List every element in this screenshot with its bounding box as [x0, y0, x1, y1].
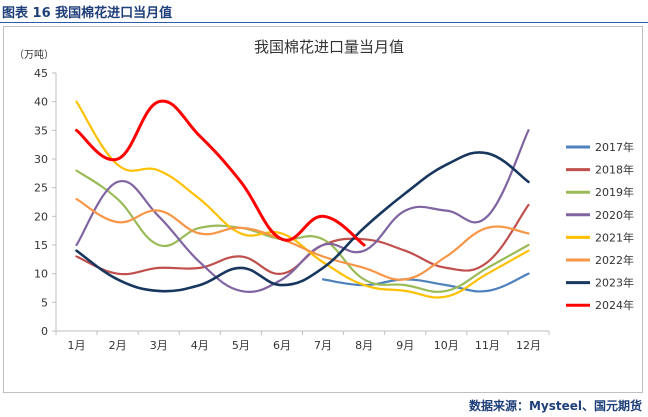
caption-divider	[0, 22, 648, 23]
figure-caption: 图表 16 我国棉花进口当月值	[2, 6, 173, 21]
y-axis-unit-label: （万吨）	[14, 48, 54, 61]
y-tick-label: 5	[41, 296, 48, 309]
series-line-2019	[75, 169, 530, 293]
x-tick-label: 7月	[314, 339, 332, 352]
series-line-2024	[75, 99, 366, 247]
y-tick-label: 40	[34, 96, 48, 109]
x-tick-label: 6月	[273, 339, 291, 352]
line-chart: 我国棉花进口量当月值 （万吨） 0 5 10 15 20 25 30 35 40 45 1月 2月 3月…	[14, 38, 634, 352]
chart-title: 我国棉花进口量当月值	[254, 38, 404, 56]
series-line-2022	[75, 198, 530, 281]
series-line-2017	[321, 272, 530, 293]
series-line-2020	[75, 129, 530, 293]
legend: 2017年 2018年 2019年 2020年 2021年 2022年 2023年 2024年	[566, 140, 634, 312]
legend-label-2017: 2017年	[595, 140, 634, 154]
x-tick-label: 8月	[355, 339, 373, 352]
legend-label-2021: 2021年	[595, 230, 634, 244]
x-tick-label: 2月	[109, 339, 127, 352]
x-tick-label: 5月	[232, 339, 250, 352]
legend-label-2023: 2023年	[595, 276, 634, 290]
series-line-2021	[75, 100, 530, 299]
y-tick-label: 15	[34, 239, 48, 252]
axes: 0 5 10 15 20 25 30 35 40 45 1月 2月 3月 4月 5月 6月 7月 8月 9月 10月 1…	[34, 67, 550, 352]
chart-frame: 我国棉花进口量当月值 （万吨） 0 5 10 15 20 25 30 35 40 45 1月 2月 3月…	[3, 26, 643, 393]
series-line-2023	[75, 151, 530, 293]
x-tick-label: 3月	[150, 339, 168, 352]
x-tick-label: 11月	[475, 339, 500, 352]
y-tick-label: 20	[34, 210, 48, 223]
series-layer	[75, 99, 530, 299]
legend-label-2019: 2019年	[595, 185, 634, 199]
x-tick-label: 9月	[396, 339, 414, 352]
y-tick-label: 0	[41, 325, 48, 338]
x-tick-label: 1月	[68, 339, 86, 352]
y-tick-label: 10	[34, 268, 48, 281]
legend-label-2024: 2024年	[595, 298, 634, 312]
y-tick-label: 45	[34, 67, 48, 80]
legend-label-2022: 2022年	[595, 253, 634, 267]
y-tick-label: 25	[34, 182, 48, 195]
y-tick-label: 35	[34, 124, 48, 137]
x-tick-label: 10月	[434, 339, 459, 352]
legend-label-2020: 2020年	[595, 208, 634, 222]
x-tick-label: 4月	[191, 339, 209, 352]
source-note: 数据来源：Mysteel、国元期货	[468, 399, 642, 413]
legend-label-2018: 2018年	[595, 163, 634, 177]
y-tick-label: 30	[34, 153, 48, 166]
x-tick-label: 12月	[516, 339, 541, 352]
